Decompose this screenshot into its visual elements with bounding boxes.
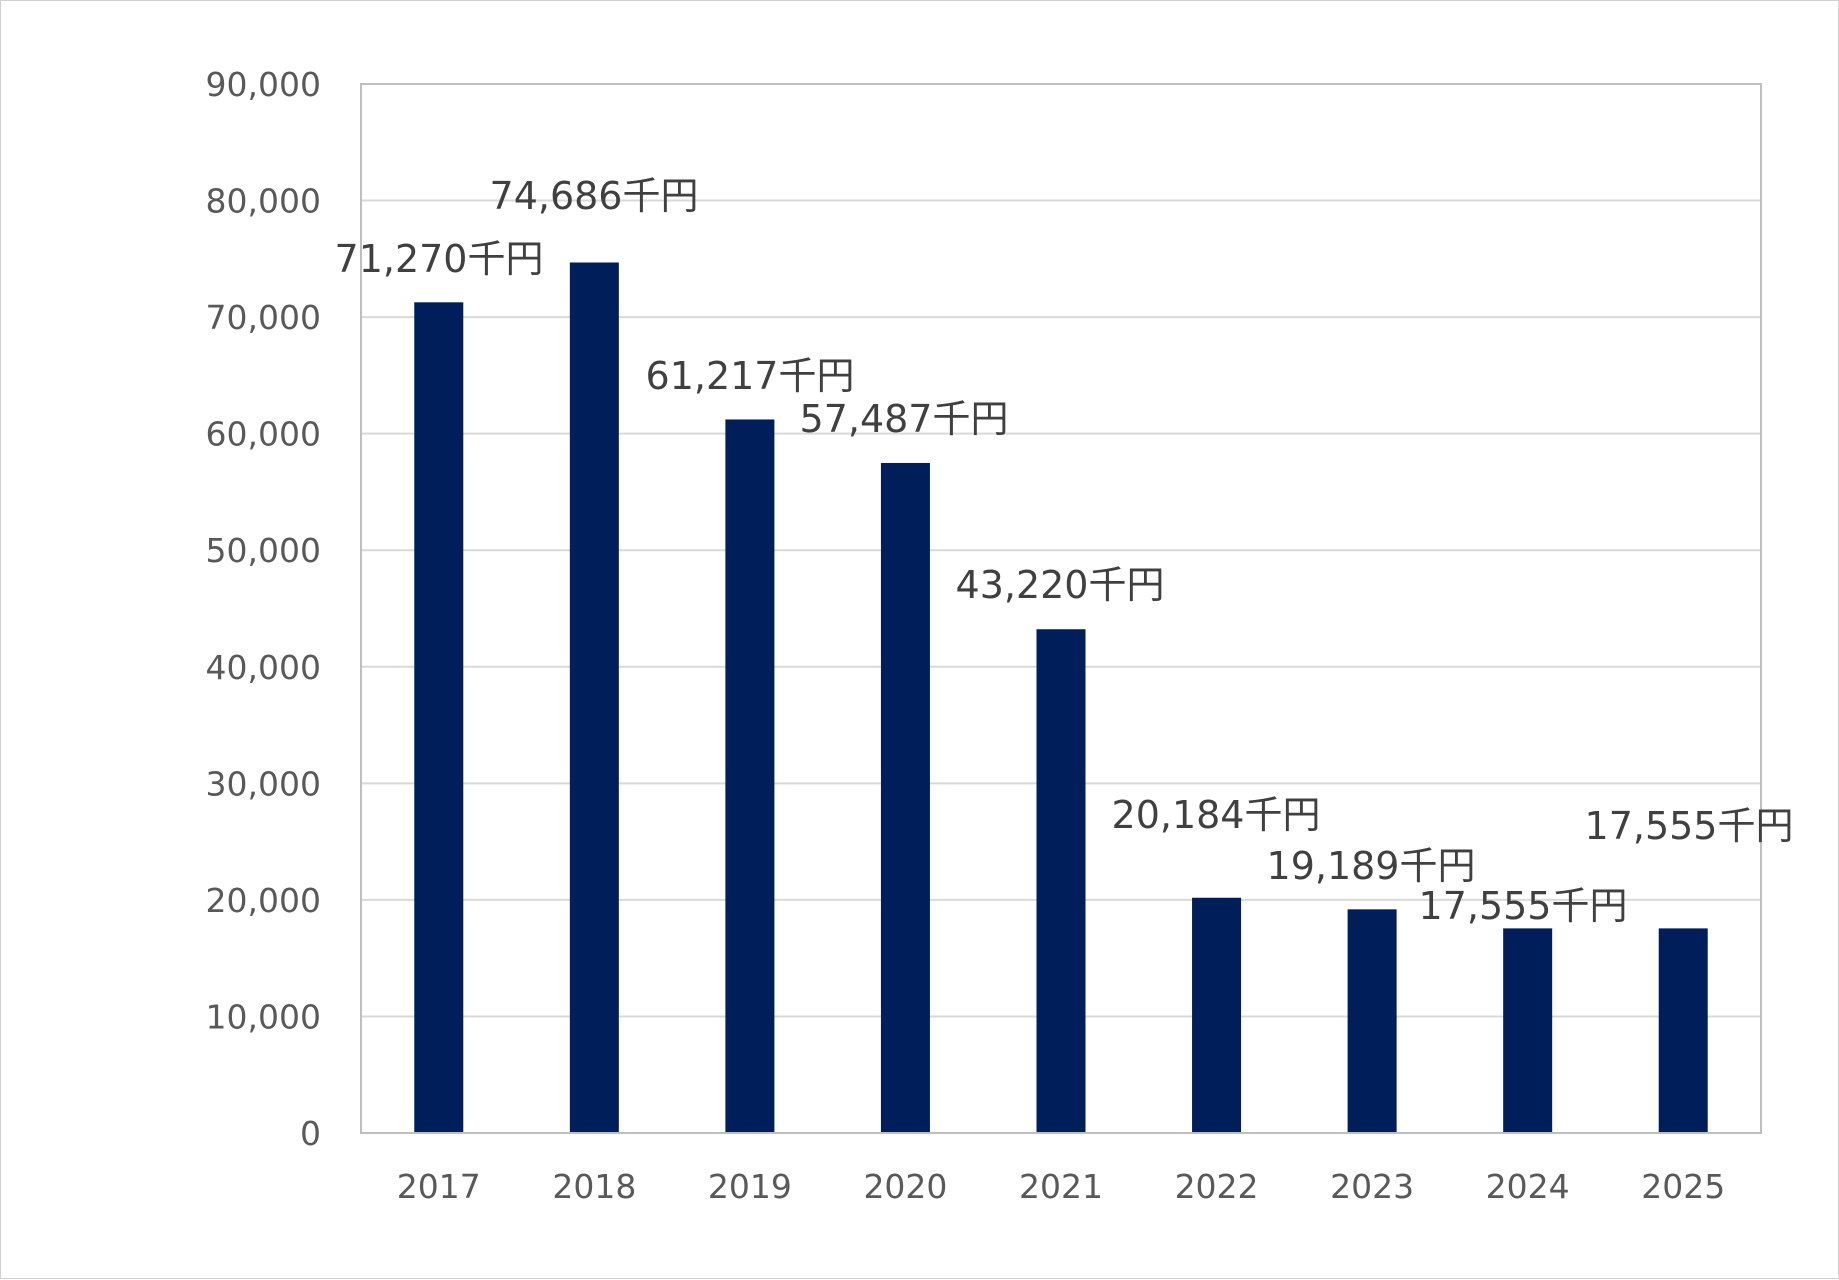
y-tick-label: 10,000 xyxy=(206,997,321,1036)
x-tick-label: 2018 xyxy=(552,1167,636,1206)
y-tick-label: 90,000 xyxy=(206,65,321,104)
data-label: 43,220千円 xyxy=(956,563,1165,607)
y-tick-label: 40,000 xyxy=(206,648,321,687)
x-tick-label: 2021 xyxy=(1019,1167,1103,1206)
bar xyxy=(1347,909,1397,1133)
data-label: 74,686千円 xyxy=(490,174,699,218)
x-tick-label: 2019 xyxy=(708,1167,792,1206)
bar xyxy=(725,419,775,1134)
plot-area-border xyxy=(360,83,1762,1134)
bar xyxy=(1503,928,1553,1133)
bar xyxy=(1192,897,1242,1133)
data-label: 17,555千円 xyxy=(1419,884,1628,928)
bar xyxy=(880,462,930,1133)
x-axis-tick-labels: 2017 2018 2019 2020 2021 2022 2023 2024 2025 xyxy=(397,1167,1725,1206)
y-tick-label: 80,000 xyxy=(206,182,321,221)
data-label: 17,555千円 xyxy=(1585,804,1794,848)
x-tick-label: 2025 xyxy=(1641,1167,1725,1206)
data-label: 19,189千円 xyxy=(1267,844,1476,888)
y-tick-label: 30,000 xyxy=(206,764,321,803)
bars xyxy=(414,262,1708,1134)
bar xyxy=(1658,928,1708,1133)
y-tick-label: 70,000 xyxy=(206,298,321,337)
y-tick-label: 60,000 xyxy=(206,415,321,454)
bar xyxy=(569,262,619,1133)
data-label: 71,270千円 xyxy=(335,237,544,281)
data-label: 61,217千円 xyxy=(646,354,855,398)
y-axis-tick-labels: 0 10,000 20,000 30,000 40,000 50,000 60,000 70,… xyxy=(206,65,321,1153)
data-label: 20,184千円 xyxy=(1112,793,1321,837)
x-tick-label: 2022 xyxy=(1175,1167,1259,1206)
y-tick-label: 0 xyxy=(300,1114,321,1153)
y-tick-label: 50,000 xyxy=(206,531,321,570)
y-tick-label: 20,000 xyxy=(206,881,321,920)
x-tick-label: 2020 xyxy=(863,1167,947,1206)
bar xyxy=(414,302,464,1133)
x-tick-label: 2017 xyxy=(397,1167,481,1206)
data-label: 57,487千円 xyxy=(800,397,1009,441)
x-tick-label: 2024 xyxy=(1486,1167,1570,1206)
plot-border xyxy=(360,83,1762,1134)
x-tick-label: 2023 xyxy=(1330,1167,1414,1206)
bar xyxy=(1036,629,1086,1133)
